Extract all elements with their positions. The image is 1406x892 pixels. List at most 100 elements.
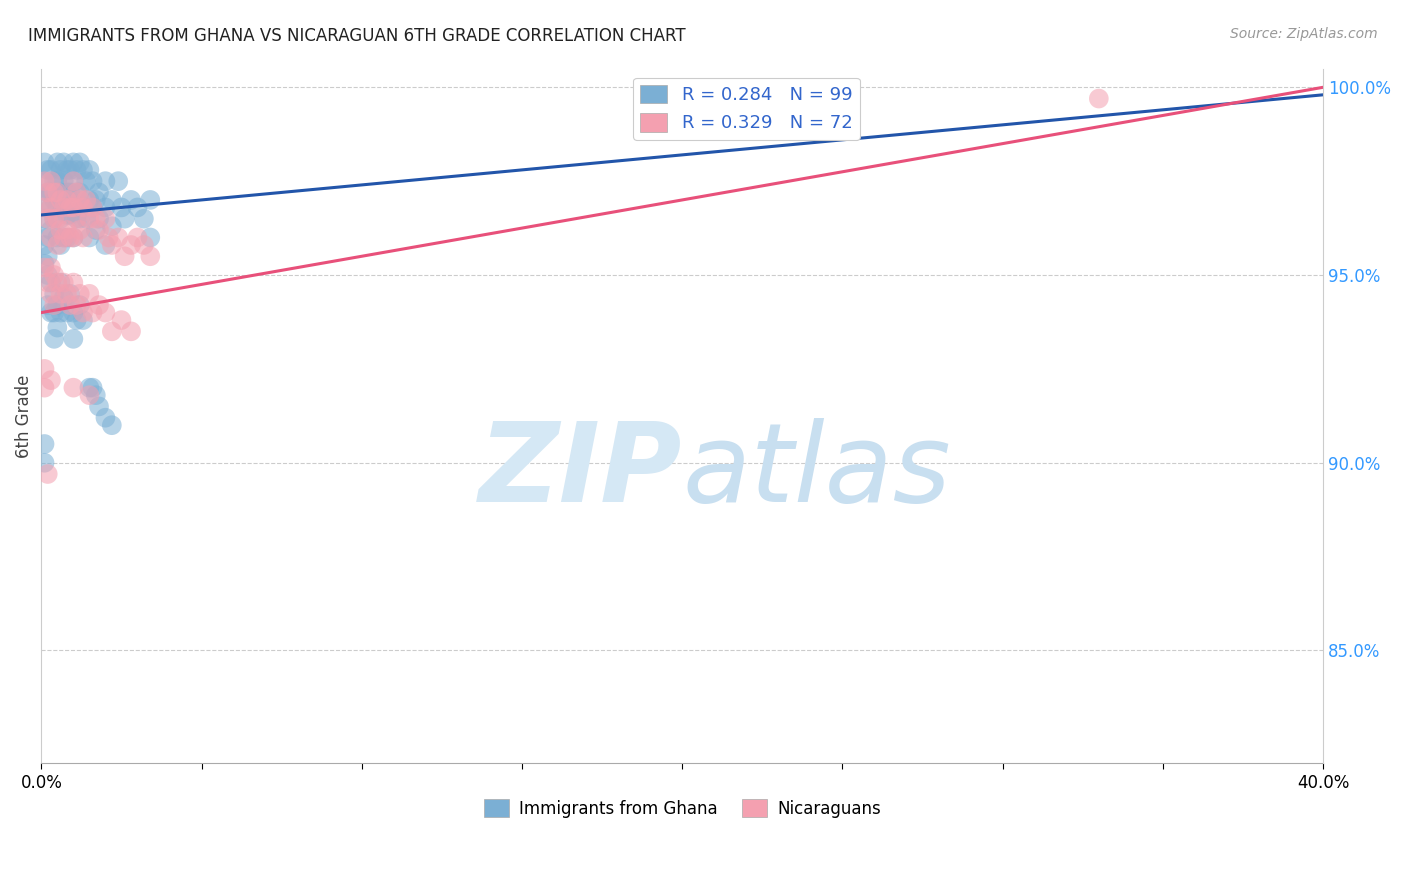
Point xyxy=(56,162,79,177)
Point xyxy=(110,201,132,215)
Point xyxy=(44,211,66,226)
Point xyxy=(84,211,107,226)
Point xyxy=(37,186,59,200)
Point xyxy=(44,268,66,282)
Point xyxy=(65,298,87,312)
Point xyxy=(69,286,91,301)
Point xyxy=(49,211,72,226)
Point xyxy=(120,324,142,338)
Point xyxy=(34,362,56,376)
Point xyxy=(72,162,94,177)
Point xyxy=(59,186,82,200)
Point xyxy=(39,162,62,177)
Point xyxy=(82,305,104,319)
Point xyxy=(110,313,132,327)
Point xyxy=(44,305,66,319)
Point xyxy=(62,155,84,169)
Point xyxy=(87,186,110,200)
Point xyxy=(114,211,136,226)
Point xyxy=(49,193,72,207)
Point xyxy=(62,174,84,188)
Point xyxy=(37,211,59,226)
Y-axis label: 6th Grade: 6th Grade xyxy=(15,374,32,458)
Point xyxy=(94,174,117,188)
Point xyxy=(46,201,69,215)
Point xyxy=(34,174,56,188)
Point xyxy=(72,305,94,319)
Point xyxy=(56,186,79,200)
Point xyxy=(69,186,91,200)
Point xyxy=(37,467,59,481)
Point xyxy=(120,238,142,252)
Point xyxy=(37,268,59,282)
Point xyxy=(101,238,124,252)
Point xyxy=(107,230,129,244)
Point xyxy=(101,219,124,234)
Point xyxy=(39,260,62,275)
Point xyxy=(84,388,107,402)
Point xyxy=(52,276,75,290)
Point xyxy=(39,223,62,237)
Point xyxy=(69,223,91,237)
Point xyxy=(39,174,62,188)
Point xyxy=(94,211,117,226)
Text: IMMIGRANTS FROM GHANA VS NICARAGUAN 6TH GRADE CORRELATION CHART: IMMIGRANTS FROM GHANA VS NICARAGUAN 6TH … xyxy=(28,27,686,45)
Point xyxy=(62,230,84,244)
Point xyxy=(34,155,56,169)
Point xyxy=(79,381,101,395)
Point xyxy=(37,162,59,177)
Point xyxy=(87,298,110,312)
Point xyxy=(62,381,84,395)
Point xyxy=(56,208,79,222)
Point xyxy=(34,193,56,207)
Point xyxy=(52,155,75,169)
Point xyxy=(34,260,56,275)
Point xyxy=(62,230,84,244)
Point xyxy=(87,223,110,237)
Point xyxy=(49,186,72,200)
Point xyxy=(46,230,69,244)
Point xyxy=(139,230,162,244)
Point xyxy=(49,238,72,252)
Point xyxy=(72,313,94,327)
Point xyxy=(127,201,149,215)
Point xyxy=(52,230,75,244)
Point xyxy=(46,155,69,169)
Point xyxy=(39,276,62,290)
Point xyxy=(37,298,59,312)
Point xyxy=(69,193,91,207)
Point xyxy=(46,238,69,252)
Point xyxy=(94,201,117,215)
Point xyxy=(56,223,79,237)
Point xyxy=(59,208,82,222)
Point xyxy=(72,201,94,215)
Point xyxy=(37,186,59,200)
Point xyxy=(44,332,66,346)
Point xyxy=(127,230,149,244)
Point xyxy=(39,286,62,301)
Point xyxy=(59,286,82,301)
Point xyxy=(34,211,56,226)
Point xyxy=(65,162,87,177)
Point xyxy=(34,174,56,188)
Point xyxy=(59,162,82,177)
Point xyxy=(39,186,62,200)
Point xyxy=(87,400,110,414)
Point xyxy=(65,186,87,200)
Point xyxy=(114,249,136,263)
Point xyxy=(72,230,94,244)
Point xyxy=(62,201,84,215)
Point xyxy=(62,174,84,188)
Point xyxy=(44,174,66,188)
Point xyxy=(79,193,101,207)
Point xyxy=(82,174,104,188)
Point xyxy=(52,201,75,215)
Point xyxy=(39,373,62,387)
Point xyxy=(44,193,66,207)
Point xyxy=(49,286,72,301)
Point xyxy=(132,238,155,252)
Point xyxy=(59,201,82,215)
Point xyxy=(120,193,142,207)
Point xyxy=(72,201,94,215)
Point xyxy=(46,320,69,334)
